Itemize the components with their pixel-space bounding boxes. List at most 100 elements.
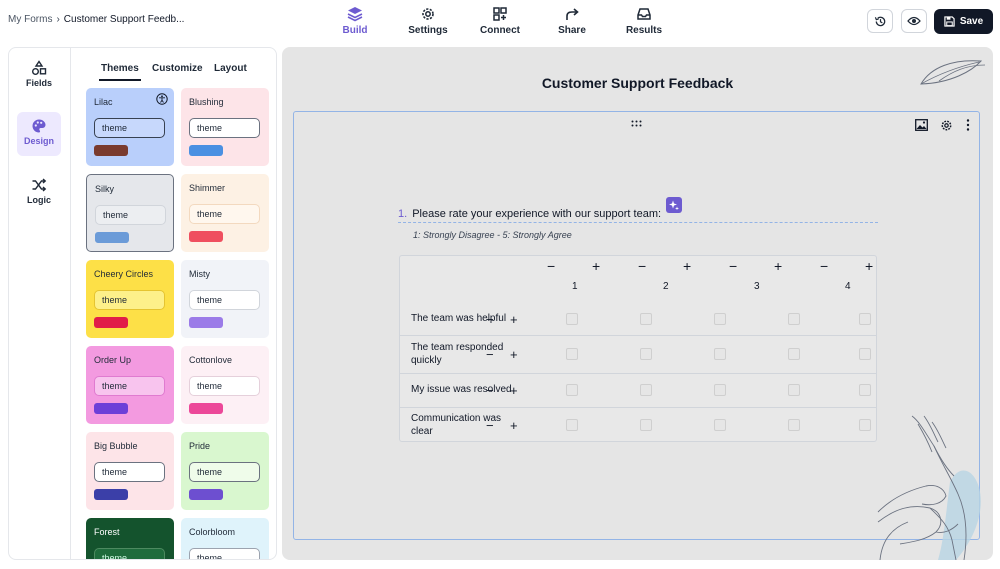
- row-divider: [400, 407, 876, 408]
- row-add-button[interactable]: +: [510, 311, 518, 327]
- tab-build[interactable]: Build: [320, 4, 390, 40]
- theme-card-silky[interactable]: Silky theme: [86, 174, 174, 252]
- theme-name: Cottonlove: [189, 355, 233, 365]
- row-remove-button[interactable]: −: [486, 383, 494, 398]
- row-add-button[interactable]: +: [510, 383, 518, 398]
- theme-name: Order Up: [94, 355, 132, 365]
- sparkle-icon: [669, 200, 679, 210]
- theme-button-swatch: [189, 145, 223, 156]
- column-header[interactable]: 2: [663, 281, 669, 292]
- tab-settings-label: Settings: [408, 25, 448, 36]
- theme-preview-field: theme: [95, 205, 166, 225]
- rating-checkbox[interactable]: [640, 419, 652, 431]
- tab-layout[interactable]: Layout: [214, 63, 247, 74]
- column-header[interactable]: 4: [845, 281, 851, 292]
- rating-checkbox[interactable]: [788, 312, 800, 325]
- row-label[interactable]: The team responded quickly: [411, 342, 504, 366]
- rail-item-design[interactable]: Design: [17, 112, 61, 156]
- theme-card-big-bubble[interactable]: Big Bubble theme: [86, 432, 174, 510]
- preview-button[interactable]: [901, 9, 927, 33]
- theme-card-blushing[interactable]: Blushing theme: [181, 88, 269, 166]
- rating-checkbox[interactable]: [714, 384, 726, 396]
- rating-checkbox[interactable]: [859, 384, 871, 396]
- rating-checkbox[interactable]: [566, 312, 578, 325]
- ai-assist-button[interactable]: [666, 197, 682, 213]
- column-remove-button[interactable]: −: [638, 258, 647, 274]
- column-header[interactable]: 1: [572, 281, 578, 292]
- rating-checkbox[interactable]: [788, 348, 800, 360]
- tab-connect[interactable]: Connect: [465, 4, 535, 40]
- share-icon: [566, 8, 579, 20]
- rating-checkbox[interactable]: [859, 312, 871, 325]
- shuffle-icon: [32, 178, 47, 192]
- rail-item-logic[interactable]: Logic: [17, 171, 61, 215]
- question-text[interactable]: 1. Please rate your experience with our s…: [398, 208, 661, 220]
- row-add-button[interactable]: +: [510, 418, 518, 433]
- theme-card-shimmer[interactable]: Shimmer theme: [181, 174, 269, 252]
- rating-checkbox[interactable]: [714, 419, 726, 431]
- row-remove-button[interactable]: −: [486, 418, 494, 433]
- drag-handle-icon[interactable]: [631, 120, 642, 127]
- rating-checkbox[interactable]: [566, 348, 578, 360]
- theme-card-cottonlove[interactable]: Cottonlove theme: [181, 346, 269, 424]
- theme-card-cheery-circles[interactable]: Cheery Circles theme: [86, 260, 174, 338]
- row-remove-button[interactable]: −: [486, 347, 494, 362]
- column-header[interactable]: 3: [754, 281, 760, 292]
- more-options-icon[interactable]: [966, 119, 970, 131]
- row-remove-button[interactable]: −: [486, 311, 494, 327]
- shapes-icon: [32, 60, 47, 75]
- tab-settings[interactable]: Settings: [393, 4, 463, 40]
- rating-checkbox[interactable]: [788, 384, 800, 396]
- theme-preview-field: theme: [189, 376, 260, 396]
- rating-checkbox[interactable]: [859, 419, 871, 431]
- column-remove-button[interactable]: −: [729, 258, 738, 274]
- rating-checkbox[interactable]: [640, 384, 652, 396]
- image-icon[interactable]: [915, 119, 928, 131]
- tab-share[interactable]: Share: [537, 4, 607, 40]
- question-subtitle[interactable]: 1: Strongly Disagree - 5: Strongly Agree: [413, 230, 572, 240]
- rating-checkbox[interactable]: [859, 348, 871, 360]
- save-button[interactable]: Save: [934, 9, 993, 34]
- row-label[interactable]: Communication was clear: [411, 413, 502, 437]
- column-add-button[interactable]: +: [774, 258, 783, 274]
- theme-card-misty[interactable]: Misty theme: [181, 260, 269, 338]
- column-add-button[interactable]: +: [592, 258, 601, 274]
- breadcrumb-root[interactable]: My Forms: [8, 14, 53, 25]
- row-add-button[interactable]: +: [510, 347, 518, 362]
- rating-checkbox[interactable]: [566, 384, 578, 396]
- theme-card-colorbloom[interactable]: Colorbloom theme: [181, 518, 269, 559]
- rating-checkbox[interactable]: [566, 419, 578, 431]
- history-icon: [874, 16, 885, 26]
- theme-card-forest[interactable]: Forest theme: [86, 518, 174, 559]
- block-settings-icon[interactable]: [940, 119, 953, 132]
- form-title[interactable]: Customer Support Feedback: [541, 75, 734, 91]
- theme-button-swatch: [94, 403, 128, 414]
- tab-share-label: Share: [558, 25, 586, 36]
- theme-button-swatch: [189, 403, 223, 414]
- column-add-button[interactable]: +: [683, 258, 692, 274]
- tab-results[interactable]: Results: [609, 4, 679, 40]
- theme-card-pride[interactable]: Pride theme: [181, 432, 269, 510]
- rail-item-fields[interactable]: Fields: [17, 54, 61, 98]
- rating-checkbox[interactable]: [788, 419, 800, 431]
- question-block[interactable]: 1. Please rate your experience with our s…: [293, 111, 980, 540]
- tab-customize[interactable]: Customize: [152, 63, 203, 74]
- tab-themes[interactable]: Themes: [99, 63, 141, 81]
- column-remove-button[interactable]: −: [547, 258, 556, 274]
- rating-checkbox[interactable]: [640, 348, 652, 360]
- column-add-button[interactable]: +: [865, 258, 874, 274]
- column-remove-button[interactable]: −: [820, 258, 829, 274]
- row-label[interactable]: My issue was resolved: [411, 384, 512, 395]
- theme-card-lilac[interactable]: Lilac theme: [86, 88, 174, 166]
- row-label[interactable]: The team was helpful: [411, 312, 507, 324]
- theme-preview-field: theme: [189, 548, 260, 559]
- theme-card-order-up[interactable]: Order Up theme: [86, 346, 174, 424]
- leaf-illustration: [920, 60, 986, 85]
- rating-checkbox[interactable]: [640, 312, 652, 325]
- rating-checkbox[interactable]: [714, 348, 726, 360]
- rating-checkbox[interactable]: [714, 312, 726, 325]
- theme-preview-field: theme: [189, 204, 260, 224]
- accessibility-icon: [156, 93, 168, 105]
- history-button[interactable]: [867, 9, 893, 33]
- theme-name: Big Bubble: [94, 441, 138, 451]
